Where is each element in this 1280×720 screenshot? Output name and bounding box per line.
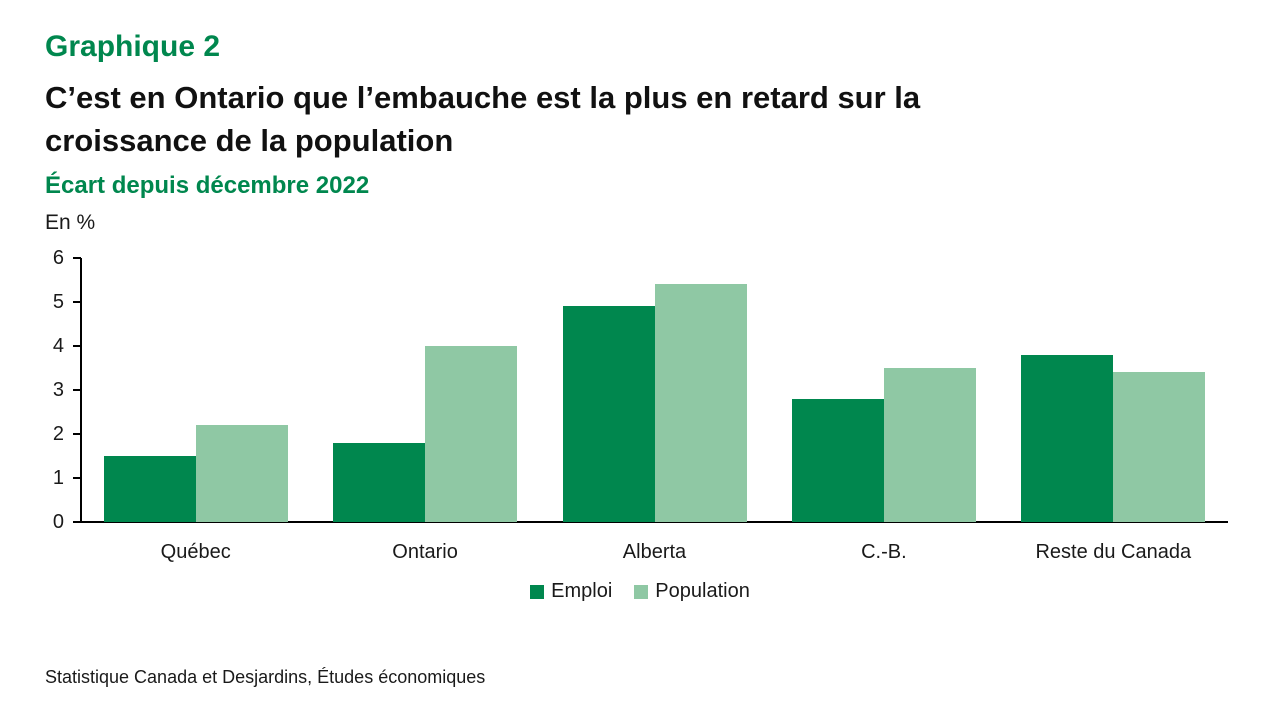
x-category-label: Alberta — [622, 541, 687, 563]
legend-label: Emploi — [551, 580, 613, 602]
y-tick-mark — [73, 433, 81, 435]
x-axis-line — [81, 521, 1228, 523]
x-category-label: Reste du Canada — [1035, 541, 1192, 563]
legend-label: Population — [655, 580, 750, 602]
bar-population-ontario — [425, 346, 518, 522]
y-tick-mark — [73, 257, 81, 259]
y-axis-unit-label: En % — [45, 211, 96, 234]
y-tick-label: 2 — [52, 423, 64, 445]
y-tick-mark — [73, 389, 81, 391]
chart-title-line-2: croissance de la population — [45, 123, 454, 158]
chart-subtitle: Écart depuis décembre 2022 — [45, 172, 370, 199]
bar-population-alberta — [654, 284, 747, 522]
legend: Emploi Population — [0, 580, 1280, 603]
y-tick-mark — [73, 521, 81, 523]
y-tick-mark — [73, 477, 81, 479]
y-tick-label: 5 — [52, 291, 64, 313]
y-tick-label: 4 — [52, 335, 64, 357]
bar-emploi-ontario — [333, 442, 426, 522]
legend-swatch-icon — [530, 584, 545, 599]
y-tick-label: 6 — [52, 247, 64, 269]
bar-emploi-c-b- — [791, 398, 884, 522]
y-tick-label: 3 — [52, 379, 64, 401]
legend-item-population: Population — [634, 580, 750, 603]
legend-item-emploi: Emploi — [530, 580, 612, 603]
plot-area — [81, 258, 1228, 522]
y-tick-mark — [73, 345, 81, 347]
bar-population-c-b- — [883, 368, 976, 522]
bar-population-qu-bec — [195, 425, 288, 522]
source-note: Statistique Canada et Desjardins, Études… — [45, 667, 486, 687]
bar-emploi-qu-bec — [103, 456, 196, 522]
x-category-label: C.-B. — [861, 541, 907, 563]
chart-kicker: Graphique 2 — [45, 30, 221, 63]
x-category-label: Ontario — [392, 541, 458, 563]
y-tick-label: 0 — [52, 511, 64, 533]
chart-title: C’est en Ontario que l’embauche est la p… — [45, 76, 1165, 162]
y-tick-label: 1 — [52, 467, 64, 489]
bar-population-reste-du-canada — [1113, 372, 1206, 522]
chart-title-line-1: C’est en Ontario que l’embauche est la p… — [45, 80, 921, 115]
y-tick-mark — [73, 301, 81, 303]
bar-emploi-reste-du-canada — [1021, 354, 1114, 522]
legend-swatch-icon — [634, 584, 649, 599]
bar-emploi-alberta — [562, 306, 655, 522]
x-category-label: Québec — [160, 541, 231, 563]
y-axis-line — [80, 258, 82, 522]
